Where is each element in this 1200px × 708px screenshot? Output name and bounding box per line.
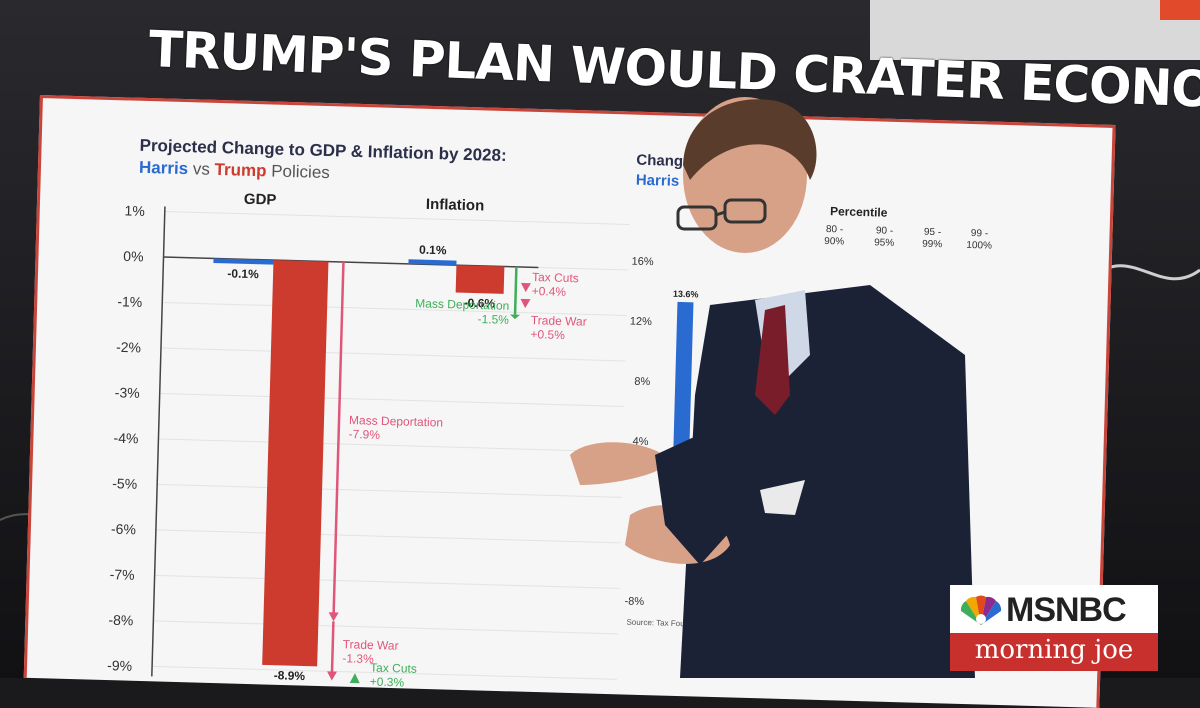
component-arrowhead: [520, 298, 531, 309]
gridline: [162, 301, 628, 316]
component-arrowhead: [510, 314, 521, 320]
y-tick-label: 0%: [123, 248, 144, 265]
y-tick-label: -5%: [112, 475, 137, 492]
bar-harris: [213, 258, 274, 265]
y-axis-line: [151, 206, 166, 677]
component-arrow: [513, 266, 518, 315]
y-tick-label: 1%: [124, 202, 145, 219]
show-name: morning joe: [974, 635, 1134, 665]
component-arrowhead: [349, 673, 360, 684]
right-y-tick: -8%: [624, 596, 644, 609]
right-chart-subtitle: Harris: [636, 172, 680, 190]
bar-trump: [455, 265, 505, 294]
y-tick-label: -1%: [117, 293, 142, 310]
right-y-tick: 16%: [631, 256, 654, 269]
zero-line: [163, 256, 539, 269]
right-x-label: 90 -: [876, 225, 894, 236]
gridline: [157, 483, 623, 498]
peacock-icon: [960, 595, 1002, 625]
y-tick-label: -2%: [116, 339, 141, 356]
component-arrowhead: [328, 612, 339, 622]
y-tick-label: -9%: [107, 657, 132, 674]
right-bar-label: 13.6%: [673, 289, 699, 300]
gridline: [153, 620, 619, 635]
component-label: Mass Deportation: [415, 296, 509, 313]
right-y-tick: 12%: [630, 316, 653, 329]
component-value: -1.3%: [342, 651, 374, 666]
network-logo: MSNBC morning joe: [950, 585, 1158, 671]
gridline: [159, 392, 625, 407]
component-arrowhead: [327, 671, 338, 681]
component-arrow: [332, 262, 345, 614]
logo-top-panel: MSNBC: [950, 585, 1158, 633]
chart-board: 1% 0% -1% -2% -3% -4% -5% -6% -7% -8% -9% GDP -0.1%…: [23, 95, 1116, 708]
chart-canvas: 1% 0% -1% -2% -3% -4% -5% -6% -7% -8% -9% GDP -0.1%…: [107, 136, 992, 690]
subtitle-harris: Harris: [139, 158, 189, 178]
gridline: [155, 529, 621, 544]
right-y-tick: 8%: [634, 376, 650, 388]
component-arrowhead: [520, 282, 531, 293]
component-value: -7.9%: [348, 427, 380, 442]
right-chart-legend: Percentile: [830, 204, 888, 220]
component-label: Mass Deportation: [349, 413, 443, 430]
y-axis: 1% 0% -1% -2% -3% -4% -5% -6% -7% -8% -9%: [107, 202, 539, 677]
gridline: [160, 347, 626, 362]
right-x-label: 90%: [824, 236, 844, 248]
component-value: +0.3%: [370, 675, 405, 690]
logo-show-panel: morning joe: [950, 633, 1158, 671]
y-tick-label: -4%: [113, 430, 138, 447]
y-tick-label: -7%: [110, 566, 135, 583]
subtitle-trump: Trump: [214, 160, 266, 180]
component-value: +0.4%: [532, 284, 567, 299]
y-tick-label: -6%: [111, 521, 136, 538]
right-x-label: 95 -: [924, 227, 942, 238]
component-value: +0.5%: [530, 327, 565, 342]
gridline: [154, 574, 620, 589]
right-chart-source: Source: Tax Foundatio: [626, 618, 707, 629]
subtitle-rest: Policies: [266, 161, 330, 182]
component-value: -1.5%: [477, 312, 509, 327]
right-chart-title: Chang: [636, 152, 683, 170]
bar-trump: [262, 260, 329, 667]
component-label: Tax Cuts: [370, 661, 417, 676]
group-label: GDP: [244, 191, 277, 209]
gridline: [164, 211, 630, 226]
right-x-label: 100%: [966, 240, 992, 252]
component-label: Trade War: [343, 637, 399, 653]
component-label: Trade War: [531, 313, 587, 329]
y-tick-label: -8%: [108, 612, 133, 629]
presenter-figure: [570, 97, 975, 678]
component-arrow: [330, 621, 335, 673]
bar-value-label: 0.1%: [419, 243, 447, 258]
chart-subtitle: Harris vs Trump Policies: [139, 158, 330, 182]
bar-value-label: -0.6%: [463, 296, 495, 311]
chart-bars: [213, 258, 531, 684]
bar-value-label: -8.9%: [274, 668, 306, 683]
right-x-label: 80 -: [826, 224, 844, 235]
network-name: MSNBC: [1006, 591, 1127, 629]
right-x-label: 95%: [874, 237, 894, 249]
gridline: [158, 438, 624, 453]
gridline: [152, 665, 617, 680]
component-label: Tax Cuts: [532, 270, 579, 285]
subtitle-vs: vs: [188, 159, 215, 179]
right-x-label: 99%: [922, 239, 942, 251]
right-x-label: 99 -: [971, 228, 989, 239]
y-tick-label: -3%: [115, 384, 140, 401]
group-label: Inflation: [426, 196, 485, 215]
bar-harris: [408, 259, 457, 266]
bar-value-label: -0.1%: [227, 266, 259, 281]
